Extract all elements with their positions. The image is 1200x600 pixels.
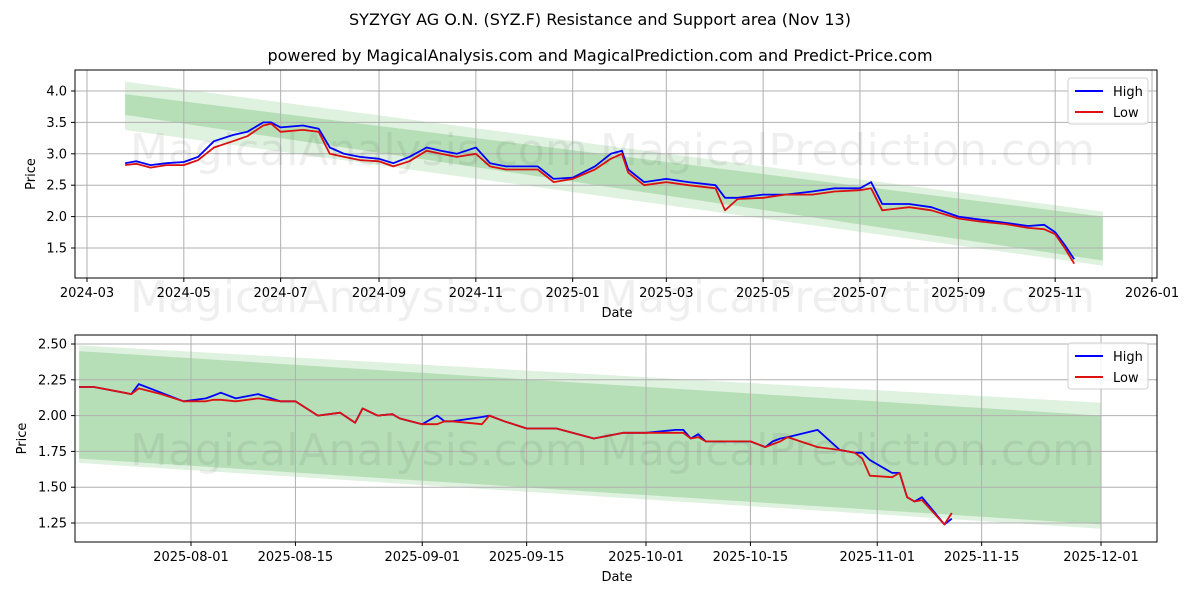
y-tick-label: 3.5 — [46, 116, 67, 131]
x-tick-label: 2026-01 — [1125, 286, 1179, 301]
x-tick-label: 2024-09 — [352, 286, 406, 301]
x-axis-label: Date — [601, 306, 632, 321]
y-axis-label: Price — [24, 158, 39, 190]
chart-subtitle: powered by MagicalAnalysis.com and Magic… — [267, 46, 933, 65]
x-tick-label: 2025-11-01 — [839, 550, 915, 565]
x-axis-label: Date — [601, 570, 632, 585]
x-tick-label: 2025-01 — [546, 286, 600, 301]
low-price-line — [124, 122, 1075, 265]
y-tick-label: 2.00 — [38, 409, 67, 424]
x-tick-label: 2025-11-15 — [944, 550, 1020, 565]
y-tick-label: 2.50 — [38, 338, 67, 353]
top-chart: MagicalAnalysis.com MagicalPrediction.com… — [24, 69, 1179, 323]
high-price-line — [124, 121, 1075, 260]
y-tick-label: 2.25 — [38, 373, 67, 388]
x-tick-label: 2025-10-01 — [608, 550, 684, 565]
x-tick-label: 2024-11 — [449, 286, 503, 301]
y-tick-label: 1.75 — [38, 445, 67, 460]
x-tick-label: 2024-05 — [157, 286, 211, 301]
x-tick-label: 2025-12-01 — [1063, 550, 1139, 565]
x-tick-label: 2025-09-01 — [384, 550, 460, 565]
watermark: MagicalPrediction.com — [600, 425, 1095, 476]
legend-label: High — [1113, 85, 1143, 100]
axes-frame — [74, 334, 1158, 543]
axes-frame — [74, 69, 1158, 279]
x-tick-label: 2024-07 — [253, 286, 307, 301]
watermark: MagicalPrediction.com — [600, 272, 1095, 323]
x-tick-label: 2025-03 — [639, 286, 693, 301]
y-tick-label: 2.5 — [46, 179, 67, 194]
x-tick-label: 2025-05 — [736, 286, 790, 301]
y-tick-label: 1.5 — [46, 242, 67, 257]
legend-label: Low — [1113, 106, 1139, 121]
y-tick-label: 1.25 — [38, 517, 67, 532]
support-resistance-band-inner — [125, 94, 1103, 261]
x-tick-label: 2025-08-15 — [258, 550, 334, 565]
y-tick-label: 3.0 — [46, 147, 67, 162]
x-tick-label: 2024-03 — [60, 286, 114, 301]
x-tick-label: 2025-11 — [1028, 286, 1082, 301]
x-tick-label: 2025-07 — [833, 286, 887, 301]
low-price-line — [79, 386, 953, 526]
y-axis-label: Price — [15, 423, 30, 455]
x-tick-label: 2025-09-15 — [489, 550, 565, 565]
y-tick-label: 4.0 — [46, 85, 67, 100]
support-resistance-band-outer — [125, 81, 1103, 266]
legend-label: High — [1113, 350, 1143, 365]
x-tick-label: 2025-08-01 — [153, 550, 229, 565]
watermark: MagicalAnalysis.com — [130, 425, 588, 476]
y-tick-label: 1.50 — [38, 481, 67, 496]
bottom-chart: MagicalAnalysis.com MagicalPrediction.com… — [15, 334, 1158, 585]
legend: High Low — [1067, 77, 1149, 125]
y-tick-label: 2.0 — [46, 210, 67, 225]
legend: High Low — [1067, 342, 1149, 390]
legend-label: Low — [1113, 371, 1139, 386]
watermark: MagicalAnalysis.com — [130, 125, 588, 176]
x-tick-label: 2025-09 — [931, 286, 985, 301]
x-tick-label: 2025-10-15 — [713, 550, 789, 565]
watermark: MagicalAnalysis.com — [130, 272, 588, 323]
watermark: MagicalPrediction.com — [600, 125, 1095, 176]
chart-title: SYZYGY AG O.N. (SYZ.F) Resistance and Su… — [349, 10, 851, 29]
